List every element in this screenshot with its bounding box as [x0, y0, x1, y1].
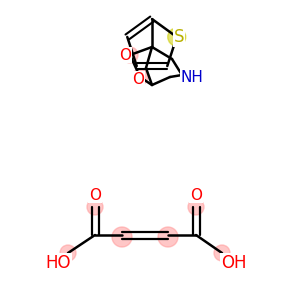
Circle shape — [122, 47, 138, 63]
Text: O: O — [119, 47, 131, 62]
Text: HO: HO — [45, 254, 71, 272]
Circle shape — [60, 245, 76, 261]
Text: S: S — [173, 28, 184, 46]
Text: O: O — [190, 188, 202, 202]
Circle shape — [214, 245, 230, 261]
Circle shape — [188, 199, 204, 215]
Circle shape — [112, 227, 132, 247]
Circle shape — [168, 28, 186, 46]
Circle shape — [132, 69, 148, 85]
Text: NH: NH — [181, 70, 203, 85]
Text: OH: OH — [221, 254, 247, 272]
Circle shape — [158, 227, 178, 247]
Text: O: O — [89, 188, 101, 202]
Circle shape — [87, 199, 103, 215]
Text: O: O — [132, 71, 144, 86]
